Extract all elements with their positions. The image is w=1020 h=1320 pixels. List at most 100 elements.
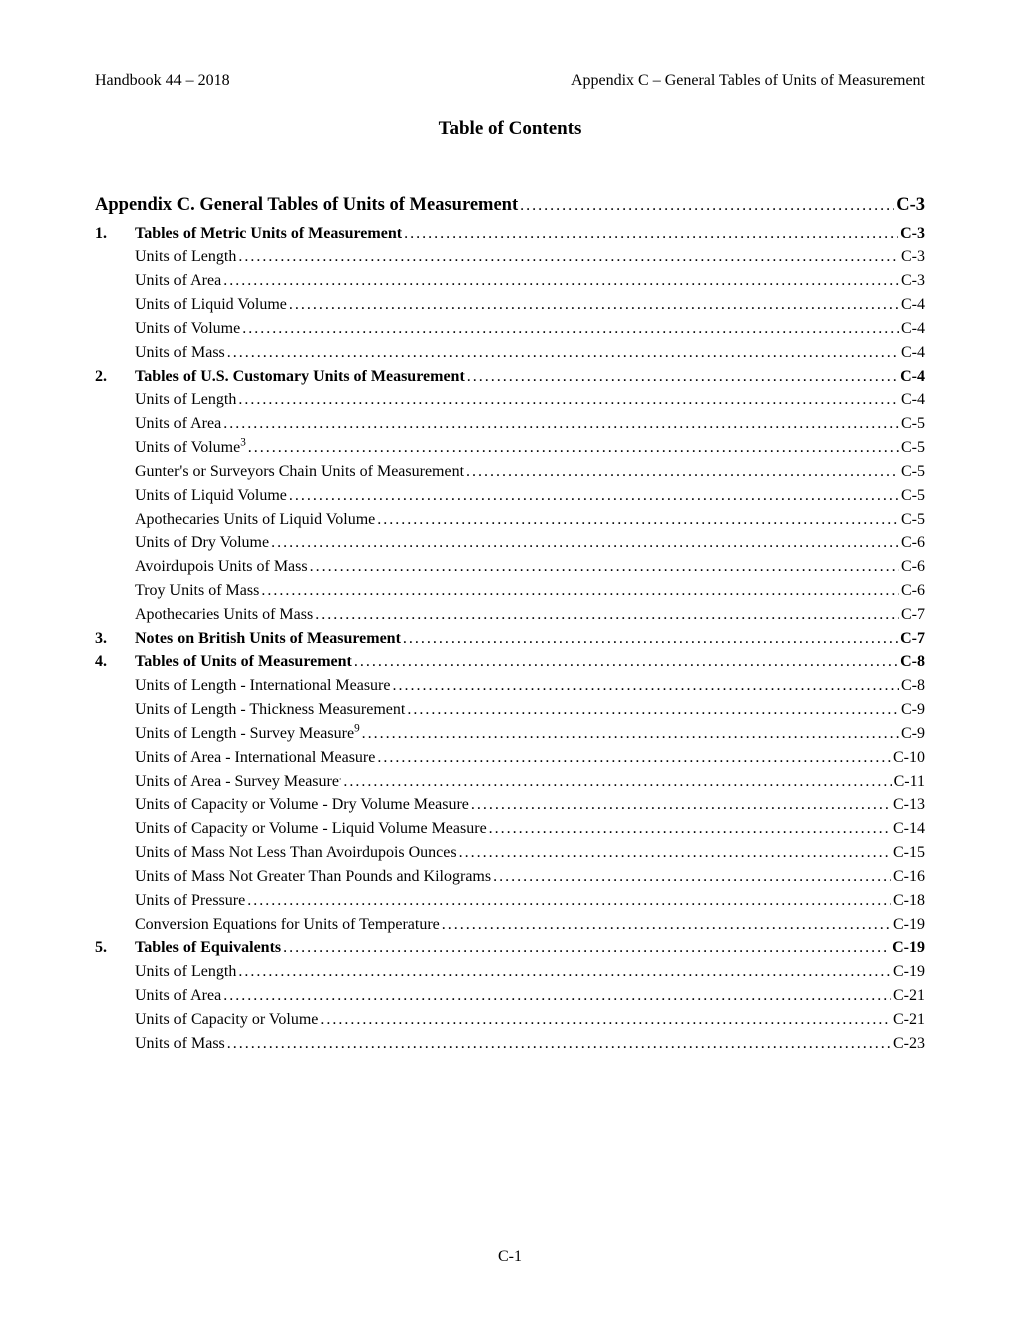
toc-page: C-5 xyxy=(899,508,925,532)
document-page: Handbook 44 – 2018 Appendix C – General … xyxy=(0,0,1020,1320)
toc-leader-dots xyxy=(269,531,899,555)
toc-page: C-5 xyxy=(899,484,925,508)
toc-row: Units of Mass C-4 xyxy=(95,341,925,365)
toc-leader-dots xyxy=(287,293,899,317)
toc-label: Units of Area - Survey Measure. xyxy=(135,770,341,794)
toc-leader-dots xyxy=(401,627,898,651)
toc-leader-dots xyxy=(246,436,899,460)
toc-row: Units of Capacity or Volume C-21 xyxy=(95,1008,925,1032)
toc-row: 2.Tables of U.S. Customary Units of Meas… xyxy=(95,365,925,389)
toc-row: Units of Area - International Measure C-… xyxy=(95,746,925,770)
toc-label: Tables of Metric Units of Measurement xyxy=(135,222,402,246)
toc-leader-dots xyxy=(240,317,899,341)
toc-leader-dots xyxy=(487,817,891,841)
toc-row: Units of Mass Not Less Than Avoirdupois … xyxy=(95,841,925,865)
toc-page: C-10 xyxy=(891,746,925,770)
toc-row: Units of Length C-19 xyxy=(95,960,925,984)
toc-page: C-4 xyxy=(898,365,925,389)
toc-row: Troy Units of Mass C-6 xyxy=(95,579,925,603)
toc-leader-dots xyxy=(236,960,891,984)
toc-leader-dots xyxy=(221,412,899,436)
toc-label: Appendix C. General Tables of Units of M… xyxy=(95,192,518,220)
toc-number: 1. xyxy=(95,222,135,246)
toc-page: C-6 xyxy=(899,531,925,555)
header-right: Appendix C – General Tables of Units of … xyxy=(571,72,925,90)
toc-row: Units of Volume3 C-5 xyxy=(95,436,925,460)
toc-page: C-9 xyxy=(899,698,925,722)
toc-leader-dots xyxy=(440,913,891,937)
toc-leader-dots xyxy=(225,1032,891,1056)
toc-page: C-15 xyxy=(891,841,925,865)
toc-row: Units of Length - Thickness Measurement … xyxy=(95,698,925,722)
toc-leader-dots xyxy=(465,365,898,389)
toc-page: C-4 xyxy=(899,388,925,412)
toc-row: Units of Dry Volume C-6 xyxy=(95,531,925,555)
toc-label: Units of Length xyxy=(135,960,236,984)
toc-leader-dots xyxy=(405,698,899,722)
toc-label: Troy Units of Mass xyxy=(135,579,259,603)
toc-row: Units of Mass Not Greater Than Pounds an… xyxy=(95,865,925,889)
toc-label: Units of Mass Not Less Than Avoirdupois … xyxy=(135,841,457,865)
toc-label: Gunter's or Surveyors Chain Units of Mea… xyxy=(135,460,464,484)
toc-row: Appendix C. General Tables of Units of M… xyxy=(95,192,925,220)
toc-page: C-5 xyxy=(899,412,925,436)
toc-page: C-18 xyxy=(891,889,925,913)
toc-row: Units of Capacity or Volume - Liquid Vol… xyxy=(95,817,925,841)
toc-label: Units of Capacity or Volume xyxy=(135,1008,318,1032)
toc-row: Units of Volume C-4 xyxy=(95,317,925,341)
toc-page: C-8 xyxy=(899,674,925,698)
toc-leader-dots xyxy=(313,603,899,627)
toc-label: Units of Length xyxy=(135,245,236,269)
toc-page: C-7 xyxy=(899,603,925,627)
toc-label: Conversion Equations for Units of Temper… xyxy=(135,913,440,937)
toc-row: Avoirdupois Units of Mass C-6 xyxy=(95,555,925,579)
toc-row: 4.Tables of Units of Measurement C-8 xyxy=(95,650,925,674)
toc-leader-dots xyxy=(281,936,890,960)
toc-page: C-9 xyxy=(899,722,925,746)
toc-leader-dots xyxy=(341,770,891,794)
toc-leader-dots xyxy=(518,194,894,218)
toc-leader-dots xyxy=(375,508,899,532)
toc-page: C-16 xyxy=(891,865,925,889)
toc-label: Units of Liquid Volume xyxy=(135,293,287,317)
toc-page: C-6 xyxy=(899,555,925,579)
toc-label: Apothecaries Units of Liquid Volume xyxy=(135,508,375,532)
toc-label: Units of Pressure xyxy=(135,889,245,913)
toc-page: C-8 xyxy=(898,650,925,674)
toc-leader-dots xyxy=(491,865,891,889)
toc-label: Tables of Units of Measurement xyxy=(135,650,352,674)
toc-label: Units of Area xyxy=(135,269,221,293)
toc-row: Gunter's or Surveyors Chain Units of Mea… xyxy=(95,460,925,484)
toc-leader-dots xyxy=(308,555,899,579)
toc-label: Units of Area xyxy=(135,984,221,1008)
toc-row: 5.Tables of Equivalents C-19 xyxy=(95,936,925,960)
toc-leader-dots xyxy=(221,984,891,1008)
toc-label: Units of Mass xyxy=(135,341,225,365)
toc-page: C-14 xyxy=(891,817,925,841)
toc-leader-dots xyxy=(287,484,899,508)
toc-leader-dots xyxy=(236,245,899,269)
toc-row: Units of Mass C-23 xyxy=(95,1032,925,1056)
toc-label: Tables of Equivalents xyxy=(135,936,281,960)
toc-page: C-5 xyxy=(899,436,925,460)
toc-label: Units of Length - Survey Measure9 xyxy=(135,722,360,746)
toc-row: Conversion Equations for Units of Temper… xyxy=(95,913,925,937)
toc-row: Units of Liquid Volume C-5 xyxy=(95,484,925,508)
toc-row: Units of Pressure C-18 xyxy=(95,889,925,913)
toc-page: C-3 xyxy=(899,245,925,269)
toc-leader-dots xyxy=(469,793,891,817)
toc-leader-dots xyxy=(259,579,899,603)
toc-label: Units of Area - International Measure xyxy=(135,746,375,770)
toc-row: 1.Tables of Metric Units of Measurement … xyxy=(95,222,925,246)
toc-row: Units of Length C-4 xyxy=(95,388,925,412)
toc-leader-dots xyxy=(236,388,899,412)
toc-label: Units of Length xyxy=(135,388,236,412)
toc-label: Notes on British Units of Measurement xyxy=(135,627,401,651)
toc-page: C-6 xyxy=(899,579,925,603)
toc-leader-dots xyxy=(221,269,899,293)
page-footer: C-1 xyxy=(0,1248,1020,1266)
toc-page: C-23 xyxy=(891,1032,925,1056)
toc-label: Units of Dry Volume xyxy=(135,531,269,555)
toc-number: 4. xyxy=(95,650,135,674)
toc-row: Units of Length - International Measure … xyxy=(95,674,925,698)
